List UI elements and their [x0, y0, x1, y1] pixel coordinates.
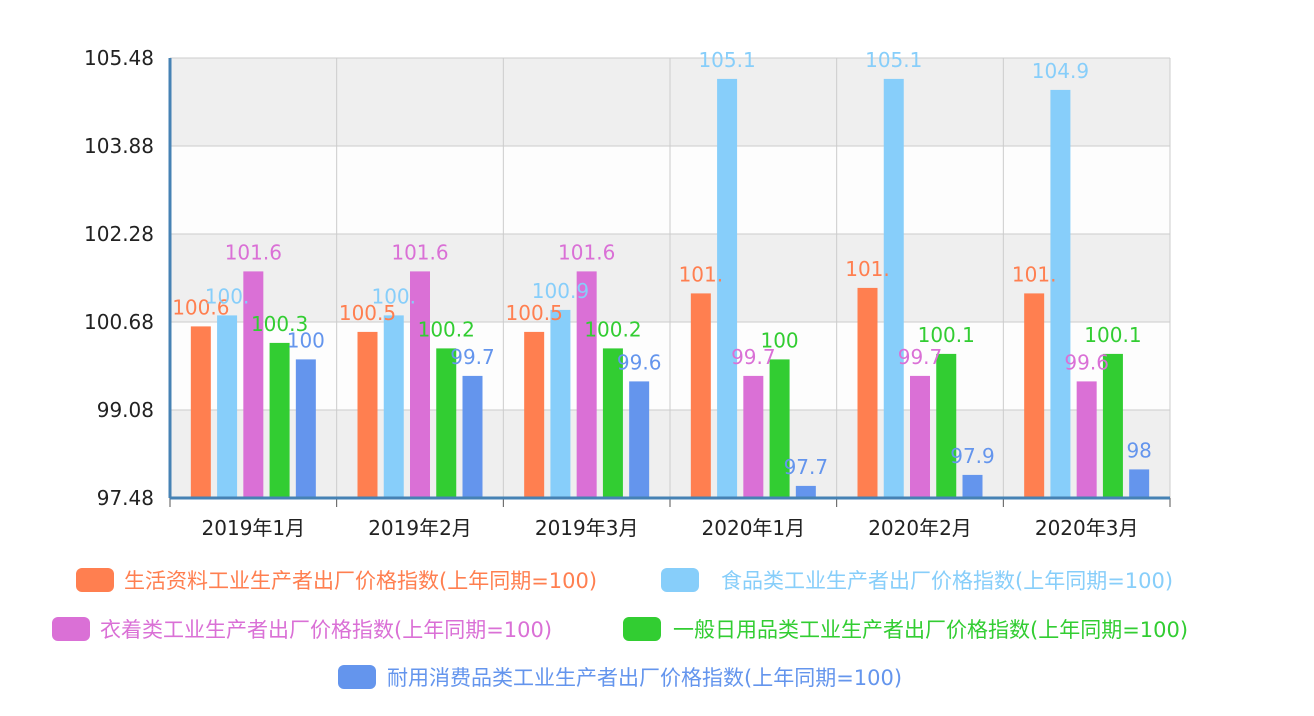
y-tick-label: 103.88 [84, 134, 154, 158]
data-label: 99.6 [617, 350, 662, 374]
y-tick-label: 99.08 [97, 398, 154, 422]
data-label: 100. [371, 284, 416, 308]
bars [190, 78, 1150, 499]
data-label: 104.9 [1032, 59, 1089, 83]
y-tick-label: 105.48 [84, 46, 154, 70]
data-label: 97.7 [784, 455, 829, 479]
bar[interactable] [883, 78, 904, 499]
bar[interactable] [743, 375, 764, 498]
data-label: 100.5 [506, 301, 563, 325]
bar[interactable] [524, 331, 545, 498]
bar[interactable] [550, 309, 571, 498]
bar[interactable] [962, 474, 983, 498]
x-tick-label: 2020年1月 [702, 516, 806, 540]
y-tick-label: 100.68 [84, 310, 154, 334]
data-label: 98 [1126, 438, 1151, 462]
bar[interactable] [690, 293, 711, 498]
bar[interactable] [243, 271, 264, 498]
data-label: 100. [205, 284, 250, 308]
y-tick-label: 97.48 [97, 486, 154, 510]
bar[interactable] [436, 348, 457, 498]
data-label: 100.1 [1084, 323, 1141, 347]
legend-swatch [661, 568, 699, 592]
data-label: 105.1 [698, 48, 755, 72]
bar[interactable] [1024, 293, 1045, 498]
data-label: 101.6 [225, 240, 282, 264]
data-label: 100.6 [172, 295, 229, 319]
axes: 105.48 103.88 102.28 100.68 99.08 97.48 2019年1… [84, 46, 1171, 540]
bar[interactable] [217, 315, 238, 498]
data-label: 101. [845, 257, 890, 281]
bar[interactable] [269, 342, 290, 498]
x-tick-label: 2020年3月 [1035, 516, 1139, 540]
data-label: 101.6 [391, 240, 448, 264]
bar[interactable] [1050, 89, 1071, 499]
legend-label: 耐用消费品类工业生产者出厂价格指数(上年同期=100) [387, 666, 902, 690]
bar[interactable] [383, 315, 404, 498]
data-label: 99.7 [898, 345, 943, 369]
bar[interactable] [795, 485, 816, 498]
data-label: 101.6 [558, 240, 615, 264]
bar[interactable] [357, 331, 378, 498]
x-tick-label: 2019年1月 [202, 516, 306, 540]
bar[interactable] [576, 271, 597, 498]
bar[interactable] [295, 359, 316, 498]
legend-item[interactable]: 生活资料工业生产者出厂价格指数(上年同期=100) [76, 568, 597, 593]
legend-swatch [76, 568, 114, 592]
legend-swatch [338, 665, 376, 689]
legend[interactable]: 生活资料工业生产者出厂价格指数(上年同期=100) 食品类工业生产者出厂价格指数(… [52, 568, 1188, 690]
legend-item[interactable]: 食品类工业生产者出厂价格指数(上年同期=100) [661, 568, 1173, 593]
bar[interactable] [910, 375, 930, 498]
legend-item[interactable]: 一般日用品类工业生产者出厂价格指数(上年同期=100) [623, 617, 1188, 642]
legend-swatch [623, 617, 661, 641]
legend-swatch [52, 617, 90, 641]
x-tick-label: 2019年3月 [535, 516, 639, 540]
bar[interactable] [1076, 381, 1097, 498]
legend-label: 食品类工业生产者出厂价格指数(上年同期=100) [721, 569, 1173, 593]
bar[interactable] [410, 271, 430, 498]
bar[interactable] [769, 359, 790, 498]
legend-label: 一般日用品类工业生产者出厂价格指数(上年同期=100) [673, 618, 1188, 642]
legend-item[interactable]: 耐用消费品类工业生产者出厂价格指数(上年同期=100) [338, 665, 902, 690]
x-tick-label: 2019年2月 [368, 516, 472, 540]
data-label: 100.3 [251, 312, 308, 336]
x-tick-label: 2020年2月 [868, 516, 972, 540]
bar[interactable] [462, 375, 483, 498]
data-label: 105.1 [865, 48, 922, 72]
bar[interactable] [629, 381, 650, 498]
legend-label: 生活资料工业生产者出厂价格指数(上年同期=100) [124, 569, 597, 593]
data-label: 100.5 [339, 301, 396, 325]
data-label: 100 [760, 328, 798, 352]
data-label: 97.9 [950, 444, 995, 468]
data-label: 100.2 [418, 317, 475, 341]
bar[interactable] [1102, 353, 1123, 498]
bar[interactable] [1129, 469, 1150, 498]
bar[interactable] [717, 78, 738, 499]
bar[interactable] [602, 348, 623, 498]
data-label: 99.6 [1064, 350, 1109, 374]
data-labels: 100.6 100.5 100.5 101. 101. 101. 100. 100. 100.9… [172, 48, 1152, 479]
data-label: 100.2 [584, 317, 641, 341]
data-label: 100.9 [532, 279, 589, 303]
data-label: 100.1 [918, 323, 975, 347]
data-label: 99.7 [450, 345, 495, 369]
data-label: 101. [1012, 262, 1057, 286]
bar[interactable] [936, 353, 957, 498]
bar[interactable] [190, 326, 211, 498]
legend-label: 衣着类工业生产者出厂价格指数(上年同期=100) [100, 618, 552, 642]
y-tick-label: 102.28 [84, 222, 154, 246]
data-label: 99.7 [731, 345, 776, 369]
bar[interactable] [857, 287, 878, 498]
data-label: 100 [287, 328, 325, 352]
legend-item[interactable]: 衣着类工业生产者出厂价格指数(上年同期=100) [52, 617, 552, 642]
data-label: 101. [679, 262, 724, 286]
